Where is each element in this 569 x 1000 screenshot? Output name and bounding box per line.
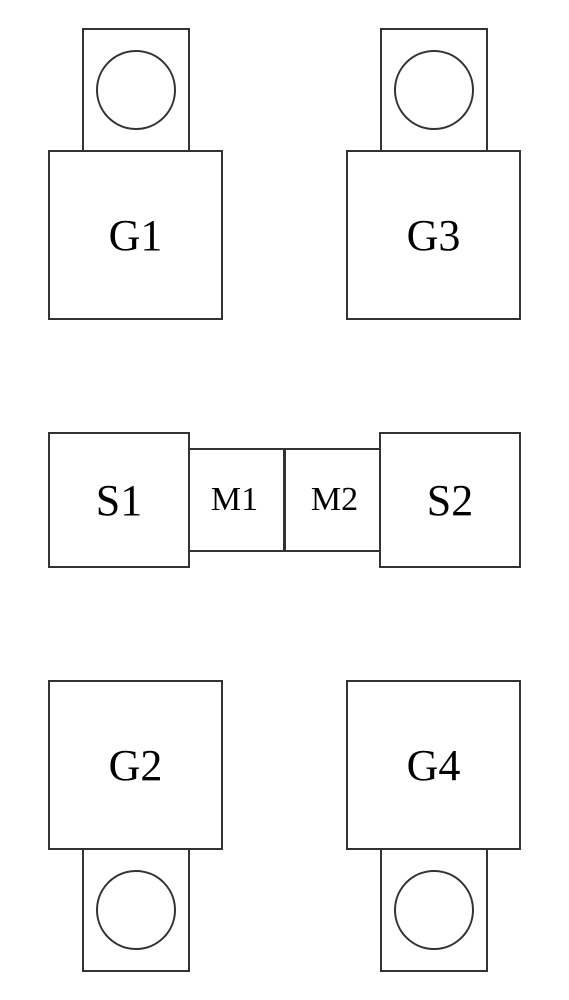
box-g1: G1	[48, 150, 223, 320]
label-g4: G4	[407, 740, 461, 791]
diagram-container: G1 G3 M1 M2 S1 S2 G2 G4	[0, 0, 569, 1000]
lug-g1	[82, 28, 190, 152]
box-g2: G2	[48, 680, 223, 850]
hole-g3	[394, 50, 474, 130]
label-s2: S2	[427, 475, 473, 526]
hole-g2	[96, 870, 176, 950]
box-s1: S1	[48, 432, 190, 568]
label-m2: M2	[311, 481, 358, 519]
lug-g4	[380, 848, 488, 972]
box-g3: G3	[346, 150, 521, 320]
label-g1: G1	[109, 210, 163, 261]
lug-g2	[82, 848, 190, 972]
box-m2: M2	[284, 448, 385, 552]
lug-g3	[380, 28, 488, 152]
hole-g1	[96, 50, 176, 130]
label-g2: G2	[109, 740, 163, 791]
box-g4: G4	[346, 680, 521, 850]
box-m1: M1	[184, 448, 285, 552]
label-m1: M1	[211, 481, 258, 519]
box-s2: S2	[379, 432, 521, 568]
label-g3: G3	[407, 210, 461, 261]
hole-g4	[394, 870, 474, 950]
label-s1: S1	[96, 475, 142, 526]
